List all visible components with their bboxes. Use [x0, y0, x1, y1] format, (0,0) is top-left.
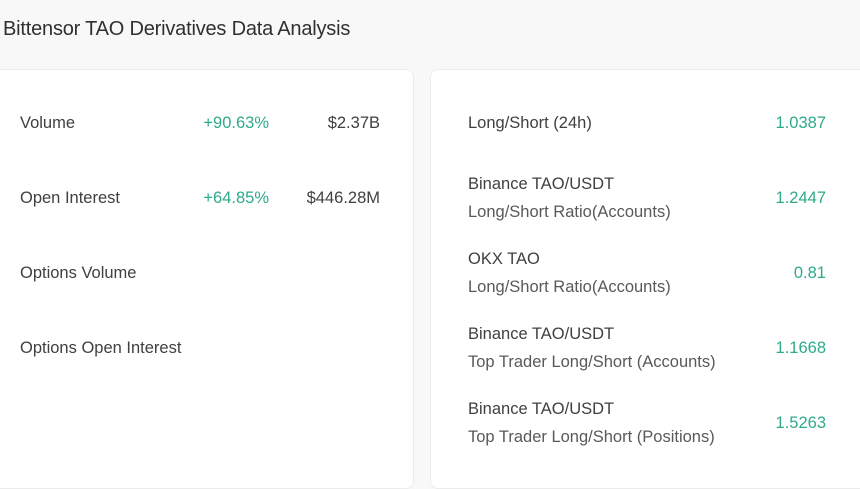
- row-subtitle: Long/Short Ratio(Accounts): [468, 278, 671, 296]
- row-subtitle: Top Trader Long/Short (Positions): [468, 428, 715, 446]
- binance-ls-accounts-row: Binance TAO/USDT Long/Short Ratio(Accoun…: [468, 170, 826, 226]
- binance-top-trader-accounts-row: Binance TAO/USDT Top Trader Long/Short (…: [468, 320, 826, 376]
- volume-row: Volume +90.63% $2.37B: [20, 114, 380, 138]
- long-short-24h-row: Long/Short (24h) 1.0387: [468, 109, 826, 137]
- ratio-value: 1.1668: [775, 339, 826, 357]
- binance-top-trader-positions-row: Binance TAO/USDT Top Trader Long/Short (…: [468, 395, 826, 451]
- row-label: Options Volume: [20, 264, 137, 282]
- row-title: Binance TAO/USDT: [468, 175, 615, 193]
- options-open-interest-row: Options Open Interest: [20, 339, 380, 363]
- open-interest-row: Open Interest +64.85% $446.28M: [20, 189, 380, 213]
- ratio-value: 1.0387: [775, 114, 826, 132]
- row-subtitle: Top Trader Long/Short (Accounts): [468, 353, 716, 371]
- ratio-value: 1.5263: [775, 414, 826, 432]
- row-value: $2.37B: [327, 114, 380, 132]
- options-volume-row: Options Volume: [20, 264, 380, 288]
- change-percent: +64.85%: [203, 189, 269, 207]
- row-label: Volume: [20, 114, 76, 132]
- row-subtitle: Long/Short Ratio(Accounts): [468, 203, 671, 221]
- ratio-value: 0.81: [793, 264, 826, 282]
- row-value: $446.28M: [306, 189, 380, 207]
- long-short-panel: Long/Short (24h) 1.0387 Binance TAO/USDT…: [430, 69, 860, 489]
- okx-ls-accounts-row: OKX TAO Long/Short Ratio(Accounts) 0.81: [468, 245, 826, 301]
- page-title: Bittensor TAO Derivatives Data Analysis: [3, 18, 351, 40]
- row-label: Options Open Interest: [20, 339, 182, 357]
- row-title: Long/Short (24h): [468, 114, 592, 132]
- row-title: Binance TAO/USDT: [468, 325, 615, 343]
- row-title: Binance TAO/USDT: [468, 400, 615, 418]
- ratio-value: 1.2447: [775, 189, 826, 207]
- row-label: Open Interest: [20, 189, 120, 207]
- futures-summary-panel: Volume +90.63% $2.37B Open Interest +64.…: [0, 69, 414, 489]
- row-title: OKX TAO: [468, 250, 540, 268]
- change-percent: +90.63%: [203, 114, 269, 132]
